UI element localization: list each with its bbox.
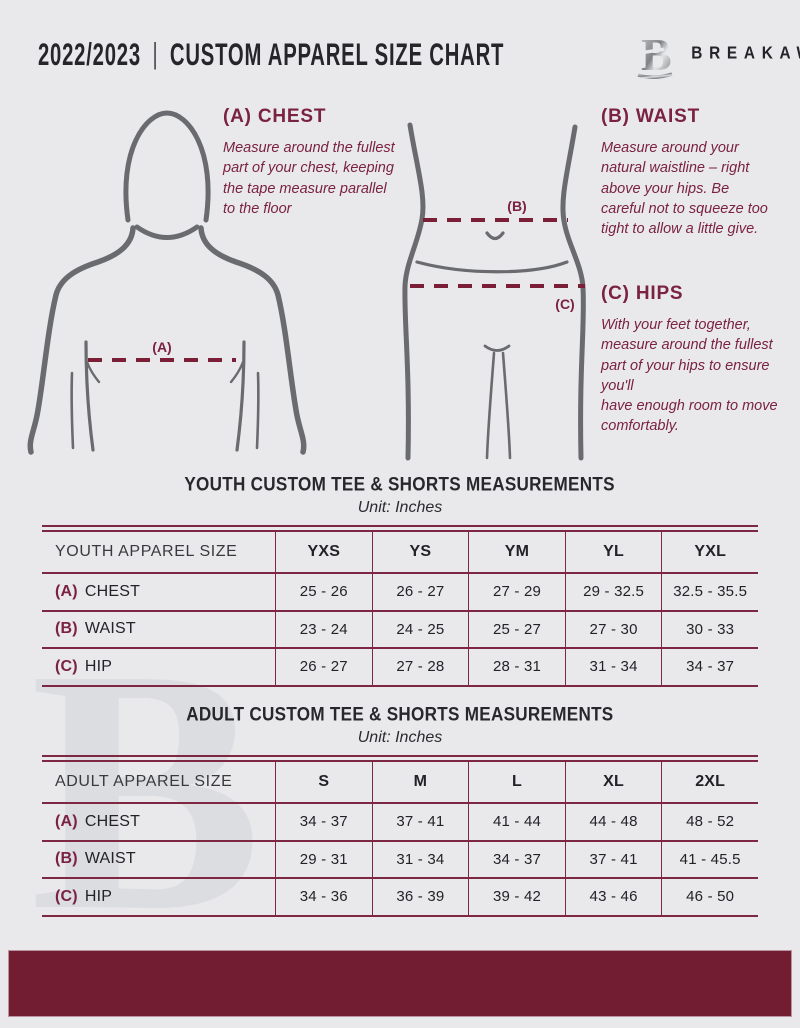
breakaway-b-logo-icon: B (635, 29, 673, 80)
table-cell: 27 - 30 (564, 609, 662, 647)
chest-description: Measure around the fullest part of your … (223, 140, 395, 217)
table-cell: 37 - 41 (564, 839, 662, 877)
table-cell: 46 - 50 (661, 877, 758, 915)
row-label: (B) WAIST (42, 609, 275, 648)
youth-unit-label: Unit: Inches (357, 499, 443, 516)
row-label: (C) HIP (42, 647, 275, 685)
table-cell: 41 - 44 (468, 802, 565, 840)
table-cell: 34 - 37 (275, 802, 372, 840)
row-label: (B) WAIST (42, 839, 275, 878)
waist-heading: (B) WAIST (601, 106, 701, 127)
row-label: (C) HIP (42, 877, 275, 915)
youth-section-title: YOUTH CUSTOM TEE & SHORTS MEASUREMENTS (184, 472, 616, 495)
youth-size-column-header: YOUTH APPAREL SIZE (55, 543, 238, 560)
table-cell: 31 - 34 (564, 647, 662, 685)
table-cell: 37 - 41 (371, 802, 469, 840)
table-top-rule (42, 525, 758, 527)
table-cell: 43 - 46 (564, 877, 662, 915)
table-cell: 27 - 29 (468, 572, 565, 610)
table-cell: 24 - 25 (371, 609, 469, 647)
waist-marker-label: (B) (507, 198, 526, 214)
column-header: S (275, 762, 372, 802)
footer-bar (8, 950, 792, 1017)
column-header: M (371, 762, 469, 802)
table-top-rule (42, 755, 758, 757)
table-cell: 34 - 37 (661, 647, 758, 685)
waist-description: Measure around your natural waistline – … (601, 140, 768, 238)
season-label: 2022/2023 (38, 35, 141, 72)
waist-hips-measurement-figure: (B) (C) (402, 122, 586, 461)
row-label: (A) CHEST (42, 802, 275, 840)
column-header: YXL (661, 532, 758, 572)
table-cell: 28 - 31 (468, 647, 565, 685)
column-header: L (468, 762, 565, 802)
brand-lockup: B BREAKAWAY (635, 28, 800, 80)
table-cell: 32.5 - 35.5 (661, 572, 758, 610)
column-header: YL (564, 532, 662, 572)
page-title: 2022/2023 | CUSTOM APPAREL SIZE CHART (38, 35, 504, 73)
chest-heading: (A) CHEST (223, 106, 327, 127)
table-cell: 26 - 27 (275, 647, 372, 685)
table-cell: 25 - 27 (468, 609, 565, 647)
table-cell: 26 - 27 (371, 572, 469, 610)
hips-description: With your feet together, measure around … (601, 317, 778, 435)
table-cell: 29 - 31 (275, 839, 372, 877)
table-cell: 31 - 34 (371, 839, 469, 877)
row-label: (A) CHEST (42, 572, 275, 610)
column-header: YXS (275, 532, 372, 572)
table-cell: 36 - 39 (371, 877, 469, 915)
table-cell: 30 - 33 (661, 609, 758, 647)
table-cell: 39 - 42 (468, 877, 565, 915)
table-cell: 34 - 36 (275, 877, 372, 915)
adult-size-table: ADULT APPAREL SIZE S M L XL 2XL (A) CHES… (42, 755, 758, 917)
header: 2022/2023 | CUSTOM APPAREL SIZE CHART B (38, 29, 800, 80)
adult-section-title: ADULT CUSTOM TEE & SHORTS MEASUREMENTS (186, 702, 614, 725)
table-cell: 27 - 28 (371, 647, 469, 685)
brand-name: BREAKAWAY (690, 44, 800, 63)
table-cell: 44 - 48 (564, 802, 662, 840)
column-header: XL (564, 762, 662, 802)
adult-size-column-header: ADULT APPAREL SIZE (55, 773, 233, 790)
title-divider: | (152, 36, 159, 70)
chest-measurement-figure: (A) (27, 110, 307, 455)
hips-marker-label: (C) (555, 296, 574, 312)
chart-title: CUSTOM APPAREL SIZE CHART (169, 35, 505, 72)
column-header: YS (371, 532, 469, 572)
svg-text:B: B (641, 29, 672, 80)
hips-heading: (C) HIPS (601, 283, 684, 304)
table-cell: 48 - 52 (661, 802, 758, 840)
table-cell: 34 - 37 (468, 839, 565, 877)
youth-size-table: YOUTH APPAREL SIZE YXS YS YM YL YXL (A) … (42, 525, 758, 687)
column-header: YM (468, 532, 565, 572)
table-cell: 41 - 45.5 (661, 839, 758, 877)
column-header: 2XL (661, 762, 758, 802)
watermark-b: B (30, 598, 263, 983)
table-cell: 29 - 32.5 (564, 572, 662, 610)
adult-unit-label: Unit: Inches (357, 729, 443, 746)
table-cell: 25 - 26 (275, 572, 372, 610)
table-cell: 23 - 24 (275, 609, 372, 647)
chest-marker-label: (A) (152, 339, 171, 355)
